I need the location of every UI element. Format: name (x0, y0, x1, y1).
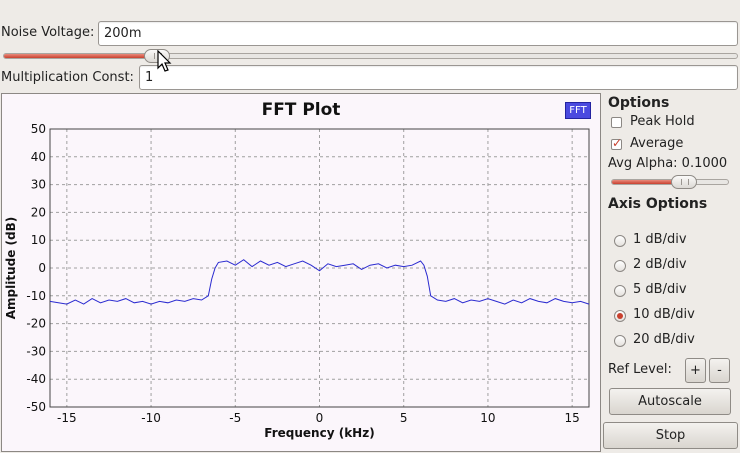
x-tick-label: 15 (565, 411, 580, 425)
y-tick-label: -10 (26, 289, 46, 303)
ref-level-minus-button[interactable]: - (709, 358, 730, 383)
mult-const-label: Multiplication Const: (1, 70, 134, 85)
fft-plot-panel (1, 93, 601, 452)
radio-2-db-div[interactable] (614, 260, 626, 272)
y-tick-label: 10 (31, 233, 46, 247)
avg-alpha-slider-fill (612, 180, 686, 184)
y-tick-label: 0 (38, 261, 46, 275)
y-tick-label: 30 (31, 178, 46, 192)
x-tick-label: 0 (316, 411, 324, 425)
radio-5-db-div[interactable] (614, 285, 626, 297)
average-checkbox[interactable] (611, 136, 622, 150)
autoscale-button[interactable]: Autoscale (609, 388, 731, 415)
avg-alpha-slider[interactable] (611, 179, 729, 185)
peak-hold-checkbox[interactable] (611, 117, 622, 128)
radio-10-db-div[interactable] (614, 310, 626, 322)
mouse-cursor-icon (157, 50, 172, 72)
plot-title: FFT Plot (261, 100, 341, 120)
radio-20-db-div[interactable] (614, 335, 626, 347)
y-axis-label: Amplitude (dB) (4, 217, 18, 320)
radio-label[interactable]: 10 dB/div (633, 307, 695, 322)
radio-label[interactable]: 20 dB/div (633, 332, 695, 347)
radio-label[interactable]: 1 dB/div (633, 232, 687, 247)
x-axis-label: Frequency (kHz) (264, 426, 374, 440)
y-tick-label: 40 (31, 150, 46, 164)
radio-label[interactable]: 5 dB/div (633, 282, 687, 297)
ref-level-label: Ref Level: (608, 362, 672, 377)
x-tick-label: -10 (141, 411, 161, 425)
y-tick-label: 50 (31, 122, 46, 136)
ref-level-plus-button[interactable]: + (685, 358, 706, 383)
y-tick-label: -50 (26, 400, 46, 414)
radio-label[interactable]: 2 dB/div (633, 257, 687, 272)
noise-voltage-input[interactable]: 200m (98, 21, 738, 46)
y-tick-label: -20 (26, 317, 46, 331)
avg-alpha-label: Avg Alpha: 0.1000 (608, 156, 728, 171)
avg-alpha-slider-thumb[interactable] (671, 175, 698, 189)
y-tick-label: 20 (31, 205, 46, 219)
axis-options-title: Axis Options (608, 196, 708, 212)
y-tick-label: -30 (26, 344, 46, 358)
radio-1-db-div[interactable] (614, 235, 626, 247)
plot-area-border (49, 128, 590, 408)
peak-hold-label[interactable]: Peak Hold (630, 114, 695, 129)
noise-voltage-slider[interactable] (3, 53, 738, 59)
average-label[interactable]: Average (630, 136, 684, 151)
stop-button[interactable]: Stop (603, 422, 738, 449)
mult-const-input[interactable]: 1 (139, 65, 738, 90)
x-tick-label: 10 (480, 411, 495, 425)
x-tick-label: -5 (229, 411, 241, 425)
legend-fft: FFT (565, 102, 591, 119)
x-tick-label: 5 (400, 411, 408, 425)
fft-series-line (49, 259, 590, 305)
fft-chart: -15 -10 -5 0 5 10 1550403020100-10-20-30-40-50… (4, 122, 590, 440)
options-title: Options (608, 95, 670, 111)
y-tick-label: -40 (26, 372, 46, 386)
noise-slider-fill (4, 54, 159, 58)
noise-voltage-label: Noise Voltage: (1, 25, 95, 40)
x-tick-label: -15 (57, 411, 77, 425)
